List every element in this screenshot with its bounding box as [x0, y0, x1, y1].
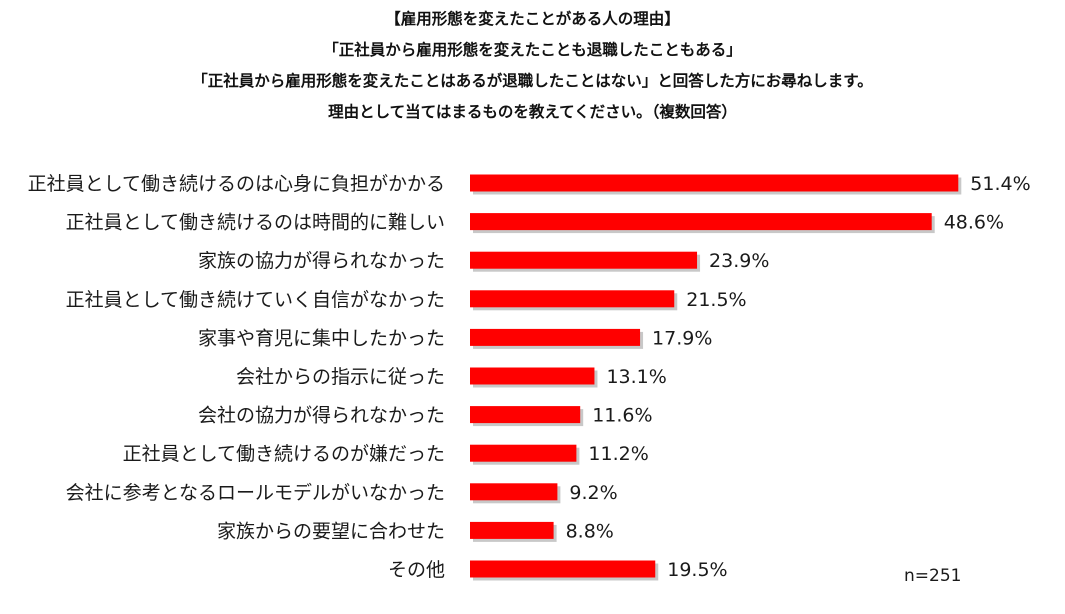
value-label: 13.1%	[606, 366, 666, 388]
value-label: 51.4%	[970, 173, 1030, 195]
bar	[470, 213, 932, 231]
category-label: 正社員として働き続けるのは時間的に難しい	[66, 212, 445, 234]
chart-title-block: 【雇用形態を変えたことがある人の理由】 「正社員から雇用形態を変えたことも退職し…	[0, 4, 1065, 128]
bar	[470, 251, 698, 269]
bar-group: 正社員として働き続けていく自信がなかった 21.5%	[66, 289, 747, 311]
bar-group: 会社に参考となるロールモデルがいなかった 9.2%	[66, 482, 618, 504]
bar	[470, 444, 577, 462]
value-label: 17.9%	[652, 327, 712, 349]
chart-subtitle-line-2: 「正社員から雇用形態を変えたことはあるが退職したことはない」と回答した方にお尋ね…	[192, 72, 873, 90]
bar-group: 正社員として働き続けるのは心身に負担がかかる 51.4%	[28, 173, 1031, 195]
value-label: 21.5%	[686, 289, 746, 311]
chart-subtitle-line-3: 理由として当てはまるものを教えてください。（複数回答）	[328, 103, 737, 121]
category-label: その他	[388, 559, 445, 581]
category-label: 会社に参考となるロールモデルがいなかった	[66, 482, 445, 504]
sample-size-label: n=251	[904, 566, 962, 586]
category-label: 家族の協力が得られなかった	[198, 250, 445, 272]
bar-group: 会社の協力が得られなかった 11.6%	[198, 405, 653, 427]
value-label: 9.2%	[569, 482, 617, 504]
value-label: 48.6%	[944, 212, 1004, 234]
category-label: 会社からの指示に従った	[236, 366, 445, 388]
chart-title: 【雇用形態を変えたことがある人の理由】	[385, 10, 680, 28]
category-label: 家族からの要望に合わせた	[217, 520, 445, 542]
bar-group: 家事や育児に集中したかった 17.9%	[198, 327, 712, 349]
value-label: 11.6%	[592, 405, 652, 427]
category-label: 正社員として働き続けていく自信がなかった	[66, 289, 445, 311]
chart-subtitle-line-1: 「正社員から雇用形態を変えたことも退職したこともある」	[323, 41, 742, 59]
bar	[470, 174, 959, 192]
bar-group: その他 19.5%	[388, 559, 728, 581]
value-label: 23.9%	[709, 250, 769, 272]
category-label: 正社員として働き続けるのが嫌だった	[123, 443, 445, 465]
value-label: 19.5%	[667, 559, 727, 581]
bar-group: 家族からの要望に合わせた 8.8%	[217, 520, 614, 542]
bar-group: 家族の協力が得られなかった 23.9%	[198, 250, 769, 272]
bar	[470, 367, 595, 385]
bar	[470, 290, 675, 308]
value-label: 8.8%	[566, 520, 614, 542]
value-label: 11.2%	[588, 443, 648, 465]
bar	[470, 328, 641, 346]
bar	[470, 521, 554, 539]
bar-group: 正社員として働き続けるのが嫌だった 11.2%	[123, 443, 649, 465]
category-label: 家事や育児に集中したかった	[198, 327, 445, 349]
category-label: 正社員として働き続けるのは心身に負担がかかる	[28, 173, 445, 195]
bar	[470, 483, 558, 501]
category-label: 会社の協力が得られなかった	[198, 405, 445, 427]
bar	[470, 406, 581, 424]
bar	[470, 560, 656, 578]
bar-group: 会社からの指示に従った 13.1%	[236, 366, 667, 388]
bar-group: 正社員として働き続けるのは時間的に難しい 48.6%	[66, 212, 1004, 234]
